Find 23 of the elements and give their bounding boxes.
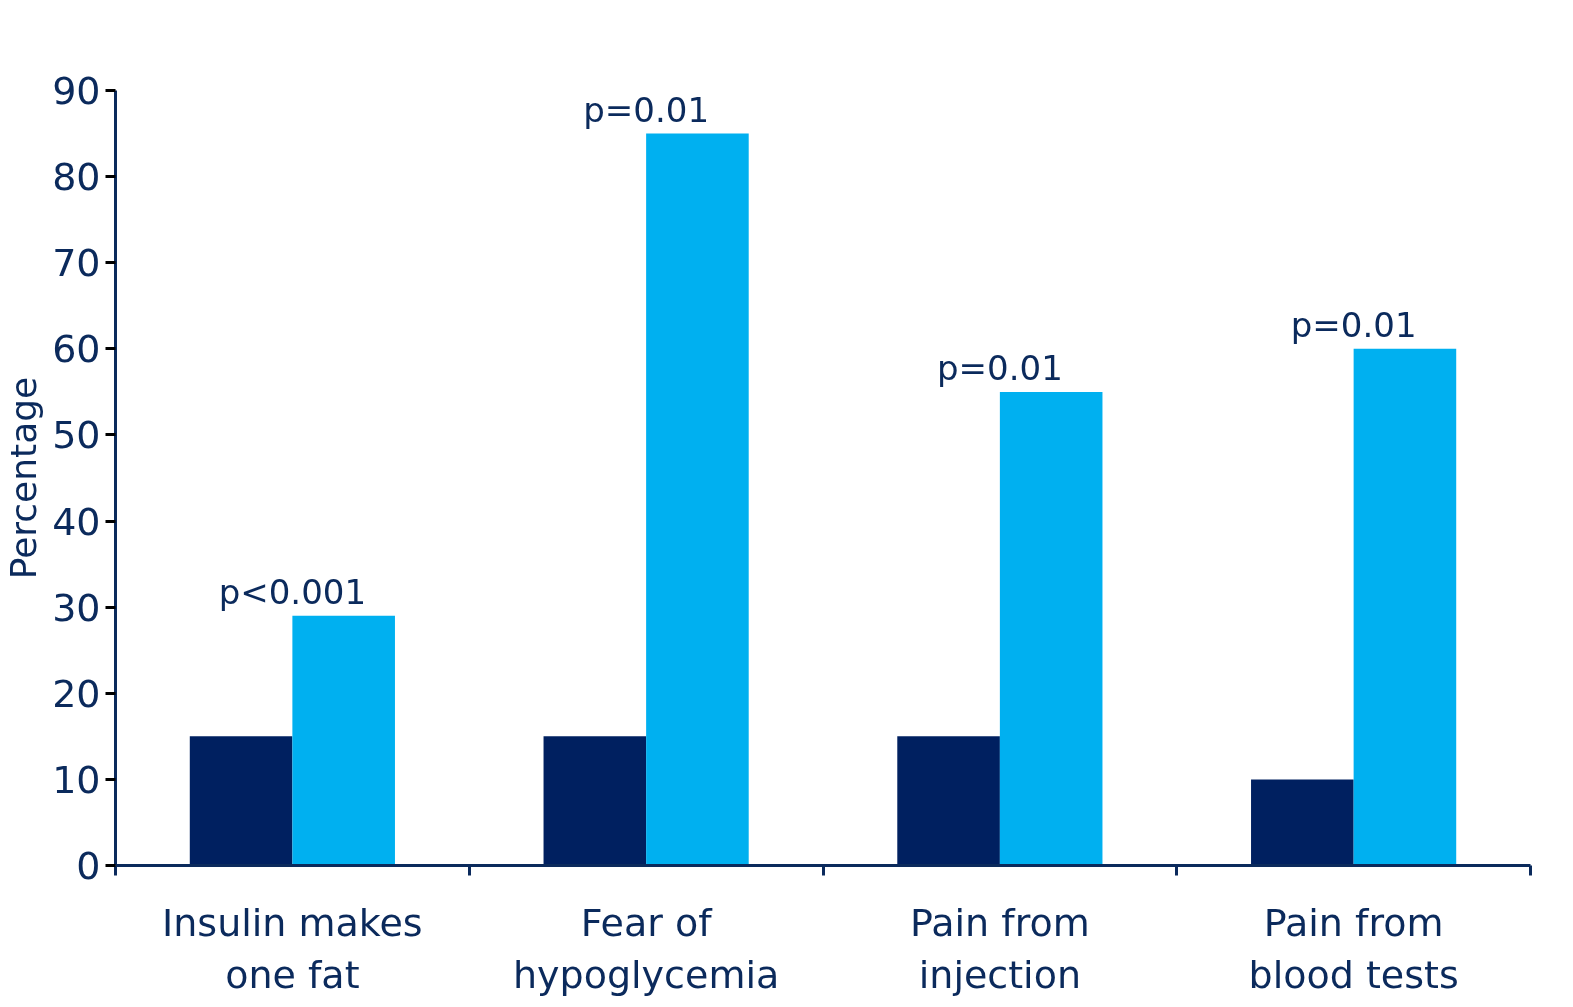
bar xyxy=(292,615,395,866)
x-tick-label: Insulin makes one fat xyxy=(162,900,423,998)
y-tick-label: 70 xyxy=(52,241,101,286)
y-axis-title: Percentage xyxy=(3,376,45,580)
y-tick-label: 60 xyxy=(52,327,101,372)
y-tick-label: 90 xyxy=(52,69,101,113)
x-tick-label: Pain from injection xyxy=(910,900,1090,998)
y-tick-label: 10 xyxy=(52,757,101,802)
y-tick-label: 20 xyxy=(52,671,101,716)
annotation: p=0.01 xyxy=(936,347,1063,388)
x-tick-label: Fear of hypoglycemia xyxy=(513,900,780,998)
bar xyxy=(999,391,1103,866)
y-tick-label: 80 xyxy=(52,155,101,200)
bar xyxy=(646,133,749,866)
y-tick-label: 30 xyxy=(52,585,101,630)
annotation: p=0.01 xyxy=(1290,304,1417,345)
y-tick-label: 40 xyxy=(52,499,101,544)
bar xyxy=(1353,348,1457,866)
annotation: p=0.01 xyxy=(583,89,710,130)
y-tick-label: 50 xyxy=(52,413,101,458)
annotation: p<0.001 xyxy=(218,571,367,612)
y-tick-label: 0 xyxy=(76,844,101,888)
x-tick-label: Pain from blood tests xyxy=(1248,900,1459,998)
